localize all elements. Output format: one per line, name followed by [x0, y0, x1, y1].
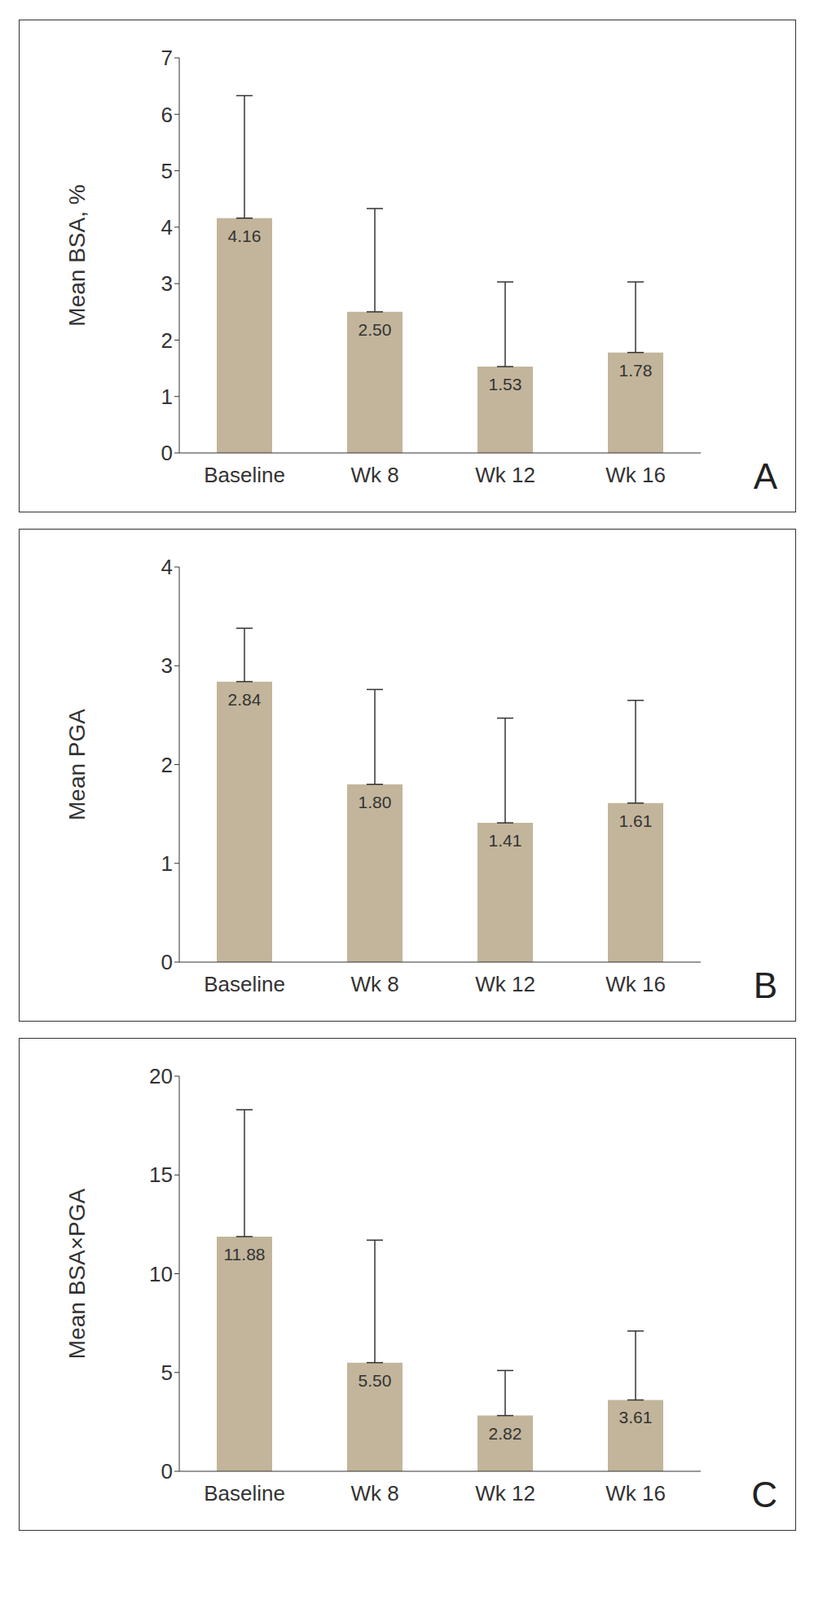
svg-text:0: 0 [161, 950, 173, 975]
svg-text:Wk 8: Wk 8 [350, 1481, 399, 1506]
svg-text:5: 5 [161, 158, 173, 184]
svg-text:4.16: 4.16 [228, 226, 262, 246]
svg-text:0: 0 [161, 1459, 173, 1484]
svg-text:Wk 12: Wk 12 [475, 1481, 536, 1506]
svg-text:Wk 8: Wk 8 [350, 972, 399, 997]
svg-text:1.78: 1.78 [619, 360, 653, 380]
svg-text:1.61: 1.61 [619, 811, 653, 831]
svg-text:5: 5 [161, 1360, 173, 1386]
svg-text:1.53: 1.53 [488, 374, 523, 394]
html-text:B: B [753, 965, 778, 1006]
svg-text:Wk 16: Wk 16 [605, 972, 666, 997]
svg-text:Baseline: Baseline [203, 1481, 286, 1506]
svg-text:Wk 16: Wk 16 [605, 1481, 666, 1506]
svg-text:Mean BSA×PGA: Mean BSA×PGA [64, 1188, 90, 1360]
svg-text:4: 4 [161, 554, 173, 580]
svg-text:1.41: 1.41 [488, 831, 523, 850]
html-text:A: A [753, 456, 778, 497]
svg-text:3: 3 [161, 271, 173, 296]
svg-text:Baseline: Baseline [203, 972, 286, 997]
svg-text:7: 7 [161, 45, 173, 71]
svg-text:2: 2 [161, 752, 173, 778]
svg-text:Baseline: Baseline [203, 462, 286, 488]
svg-text:2.84: 2.84 [228, 690, 262, 709]
svg-text:10: 10 [149, 1262, 173, 1287]
svg-text:11.88: 11.88 [224, 1245, 266, 1264]
svg-text:20: 20 [149, 1064, 173, 1089]
html-text:C: C [751, 1474, 778, 1515]
svg-text:6: 6 [161, 102, 173, 128]
svg-text:2.50: 2.50 [358, 320, 392, 339]
svg-text:1: 1 [161, 851, 173, 876]
svg-text:Mean PGA: Mean PGA [64, 708, 90, 821]
svg-text:1.80: 1.80 [358, 792, 392, 812]
svg-text:3.61: 3.61 [619, 1408, 653, 1427]
svg-text:Wk 12: Wk 12 [475, 972, 536, 997]
svg-text:Wk 16: Wk 16 [605, 462, 666, 488]
svg-text:2.82: 2.82 [488, 1424, 523, 1444]
svg-text:Mean BSA, %: Mean BSA, % [64, 184, 90, 326]
svg-text:2: 2 [161, 328, 173, 353]
svg-text:Wk 12: Wk 12 [475, 462, 536, 488]
svg-text:3: 3 [161, 653, 173, 678]
svg-text:Wk 8: Wk 8 [350, 462, 399, 488]
svg-text:5.50: 5.50 [358, 1371, 392, 1391]
svg-text:15: 15 [149, 1162, 173, 1188]
svg-text:4: 4 [161, 215, 173, 240]
svg-text:1: 1 [161, 384, 173, 410]
svg-text:0: 0 [161, 440, 173, 466]
